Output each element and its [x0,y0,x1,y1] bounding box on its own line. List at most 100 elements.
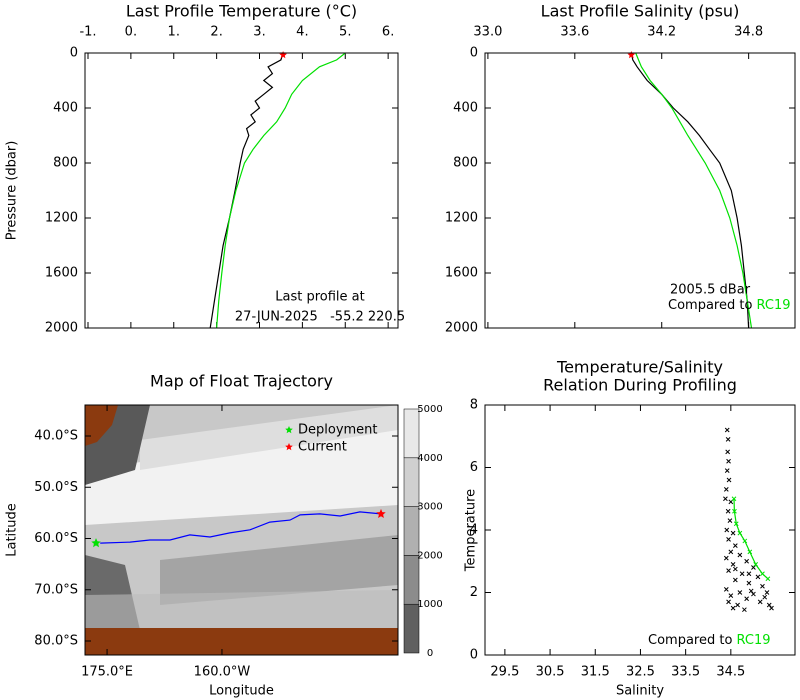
scatter-point [723,555,729,561]
scatter-point [760,571,765,577]
scatter-point [760,583,765,589]
x-tick-label: 31.5 [581,665,610,680]
y-tick-label: 8 [470,398,478,413]
comparison-prefix: Compared to [648,633,732,648]
x-tick-label: 30.5 [536,665,565,680]
y-tick-label: 2000 [45,321,78,336]
x-tick-label: 3. [253,25,265,40]
profile-line [635,52,753,329]
y-tick-label: 1200 [445,211,478,226]
scatter-point [735,602,740,608]
y-axis-label: Temperature [464,489,479,572]
x-axis-label: Salinity [616,684,664,699]
legend-symbol [285,443,293,451]
scatter-point [723,587,729,592]
colorbar-band [403,555,420,605]
x-tick-label: 4. [296,25,308,40]
y-axis-label: Latitude [5,503,20,557]
scatter-point [751,591,756,597]
scatter-point [737,590,743,595]
scatter-point [731,496,737,502]
chart-title: Relation During Profiling [543,376,737,395]
scatter-point [765,576,771,582]
scatter-point [739,571,745,577]
scatter-point [732,566,738,572]
colorbar-label: 5000 [417,404,442,415]
scatter-point [751,565,756,570]
annotation: 2005.5 dBar [670,283,751,298]
profile-line [630,52,750,329]
scatter-point [755,574,761,580]
plot-frame [84,52,399,329]
scatter-point [724,468,730,473]
scatter-point [723,496,728,502]
chart-title: Temperature/Salinity [556,358,723,377]
scatter-point [725,508,731,514]
x-tick-label: 33.0 [473,25,502,40]
comparison-prefix: Compared to [668,298,752,313]
y-tick-label: 70.0°S [34,582,78,597]
x-tick-label: 33.5 [671,665,700,680]
colorbar-label: 1000 [417,599,442,610]
y-tick-label: 1600 [445,266,478,281]
scatter-point [746,580,752,586]
colorbar-label: 0 [427,648,433,659]
x-tick-label: 34.5 [716,665,745,680]
scatter-point [730,530,736,536]
chart-title: Last Profile Salinity (psu) [541,2,740,21]
legend-symbol [285,426,293,434]
x-tick-label: 34.2 [647,25,676,40]
scatter-point [726,477,732,483]
scatter-point [742,607,747,613]
scatter-point [747,549,753,555]
y-tick-label: 50.0°S [34,480,78,495]
chart-title: Last Profile Temperature (°C) [126,2,357,21]
x-tick-label: 32.5 [626,665,655,680]
legend-label: Current [298,440,347,455]
x-axis-label: Longitude [209,684,274,699]
legend-label: Deployment [298,423,378,438]
y-tick-label: 400 [53,101,78,116]
x-tick-label: 34.8 [734,25,763,40]
y-tick-label: 2 [470,585,478,600]
plot-frame [484,52,796,329]
colorbar-band [403,603,420,654]
scatter-point [728,593,734,598]
trajectory [100,511,382,544]
y-tick-label: 0 [70,46,78,61]
scatter-point [724,527,730,533]
y-tick-label: 40.0°S [34,429,78,444]
scatter-point [733,521,739,527]
comparison-note: Compared to RC19 [668,298,791,313]
annotation: Last profile at [275,290,364,305]
scatter-point [727,518,733,523]
comparison-line [733,498,769,580]
scatter-point [737,552,743,558]
y-axis-label: Pressure (dbar) [5,141,20,241]
x-tick-label: 1. [168,25,180,40]
scatter-point [726,568,731,573]
y-tick-label: 80.0°S [34,634,78,649]
scatter-point [748,588,754,594]
scatter-point [766,602,772,608]
scatter-point [732,577,738,583]
scatter-point [732,543,738,548]
scatter-point [728,549,734,555]
scatter-point [762,594,768,600]
profile-line [209,52,284,329]
scatter-point [742,538,748,544]
surface-marker [627,51,636,59]
x-tick-label: 33.6 [560,25,589,40]
position-marker [91,538,101,548]
x-tick-label: 160.0°W [194,665,251,680]
x-tick-label: 6. [382,25,394,40]
y-tick-label: 6 [470,460,478,475]
colorbar-band [403,408,420,459]
colorbar-band [403,506,420,556]
colorbar-band [403,457,420,507]
scatter-point [730,605,736,611]
chart-title: Map of Float Trajectory [150,372,333,391]
scatter-point [753,562,759,567]
position-marker [376,508,386,518]
